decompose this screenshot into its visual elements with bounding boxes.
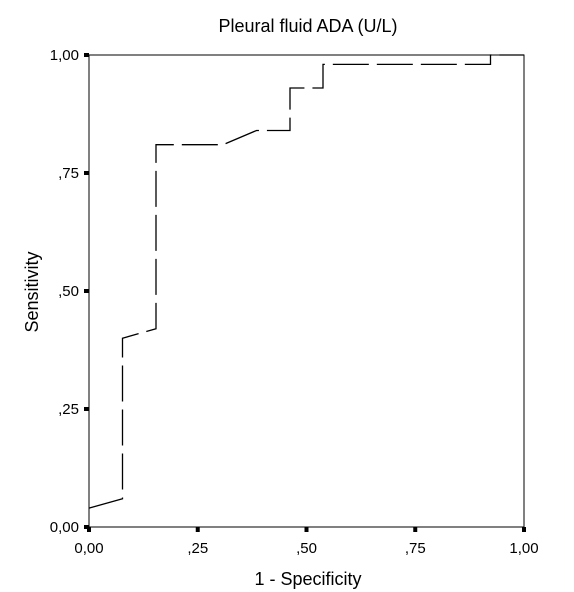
x-tick-label: 0,00 (74, 540, 103, 557)
y-tick-label: 1,00 (50, 47, 79, 64)
x-tick-label: ,25 (187, 540, 208, 557)
chart-title: Pleural fluid ADA (U/L) (218, 16, 397, 36)
y-tick-label: 0,00 (50, 519, 79, 536)
x-tick-label: ,50 (296, 540, 317, 557)
x-axis-title: 1 - Specificity (254, 569, 361, 589)
plot-frame (88, 54, 525, 528)
series-layer (88, 54, 524, 509)
ticks-layer: 0,00 ,25 ,50 ,75 1,00 0,00 ,25 ,50 ,75 1,00 (50, 47, 539, 557)
y-tick-label: ,75 (58, 165, 79, 182)
y-tick-label: ,25 (58, 401, 79, 418)
x-tick-label: ,75 (405, 540, 426, 557)
roc-curve-line (88, 54, 524, 509)
x-tick-label: 1,00 (509, 540, 538, 557)
y-axis-title: Sensitivity (22, 251, 42, 332)
y-tick-label: ,50 (58, 283, 79, 300)
